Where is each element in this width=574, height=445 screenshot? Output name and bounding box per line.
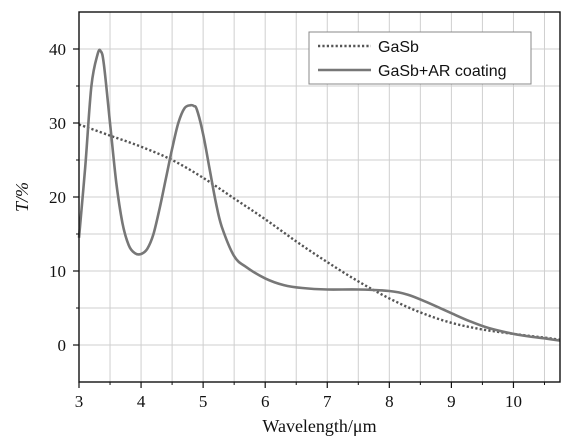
series-gasb-ar-coating-line	[77, 48, 561, 342]
y-tick-label: 40	[49, 40, 66, 59]
x-axis-title: Wavelength/μm	[262, 416, 376, 436]
x-tick-label: 8	[385, 392, 394, 411]
legend: GaSb GaSb+AR coating	[308, 31, 532, 85]
x-tick-label: 7	[323, 392, 332, 411]
series-gasb-line	[78, 123, 561, 341]
legend-label: GaSb+AR coating	[378, 63, 507, 80]
x-tick-label: 4	[137, 392, 146, 411]
y-tick-label: 10	[49, 262, 66, 281]
legend-box	[308, 31, 532, 85]
x-tick-label: 3	[75, 392, 84, 411]
y-axis-title: T/%	[12, 182, 32, 212]
x-tick-label: 10	[505, 392, 522, 411]
y-tick-label: 30	[49, 114, 66, 133]
x-tick-label: 9	[447, 392, 456, 411]
x-tick-label: 6	[261, 392, 270, 411]
x-tick-label: 5	[199, 392, 208, 411]
tick-labels: 3 4 5 6 7 8 9 10 0 10 20 30 40	[49, 40, 522, 411]
y-tick-label: 20	[49, 188, 66, 207]
series-layer	[77, 48, 561, 342]
y-tick-label: 0	[58, 336, 67, 355]
legend-label: GaSb	[378, 39, 419, 56]
ticks	[73, 48, 545, 388]
